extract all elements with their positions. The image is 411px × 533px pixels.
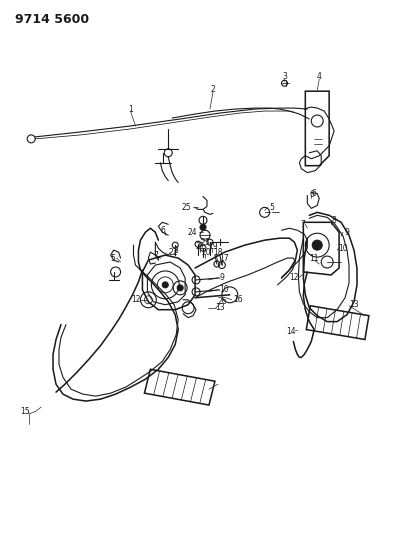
Circle shape — [200, 224, 206, 230]
Text: 24: 24 — [187, 228, 197, 237]
Text: 3: 3 — [282, 72, 287, 81]
Text: 22: 22 — [169, 248, 178, 256]
Circle shape — [312, 240, 322, 250]
Text: 23: 23 — [200, 238, 210, 247]
Text: 18: 18 — [213, 248, 223, 256]
Text: 7: 7 — [300, 220, 305, 229]
Circle shape — [177, 285, 183, 291]
Text: 20: 20 — [201, 248, 211, 256]
Text: 25: 25 — [181, 203, 191, 212]
Text: 5: 5 — [269, 203, 274, 212]
Text: 9: 9 — [344, 228, 349, 237]
Text: 6: 6 — [161, 226, 166, 235]
Text: 26: 26 — [217, 297, 227, 306]
Text: 7: 7 — [153, 251, 158, 260]
Text: 12: 12 — [290, 273, 299, 282]
Text: 21: 21 — [195, 241, 205, 251]
Text: 15: 15 — [21, 407, 30, 416]
Text: 10: 10 — [338, 244, 348, 253]
Text: 2: 2 — [210, 85, 215, 94]
Circle shape — [162, 282, 168, 288]
Text: 9: 9 — [219, 273, 224, 282]
Text: 13: 13 — [215, 303, 225, 312]
Text: 4: 4 — [317, 72, 322, 81]
Text: 8: 8 — [332, 216, 337, 225]
Text: 17: 17 — [219, 254, 229, 263]
Text: 10: 10 — [219, 285, 229, 294]
Text: 6: 6 — [312, 189, 317, 198]
Text: 9714 5600: 9714 5600 — [15, 13, 90, 26]
Text: 11: 11 — [309, 254, 319, 263]
Text: 5: 5 — [110, 254, 115, 263]
Text: 12: 12 — [131, 295, 140, 304]
Text: 13: 13 — [349, 300, 359, 309]
Text: 19: 19 — [208, 241, 218, 251]
Text: 6: 6 — [310, 190, 315, 199]
Text: 1: 1 — [128, 104, 133, 114]
Text: 14: 14 — [286, 327, 296, 336]
Text: 8: 8 — [174, 246, 178, 255]
Text: 16: 16 — [233, 295, 242, 304]
